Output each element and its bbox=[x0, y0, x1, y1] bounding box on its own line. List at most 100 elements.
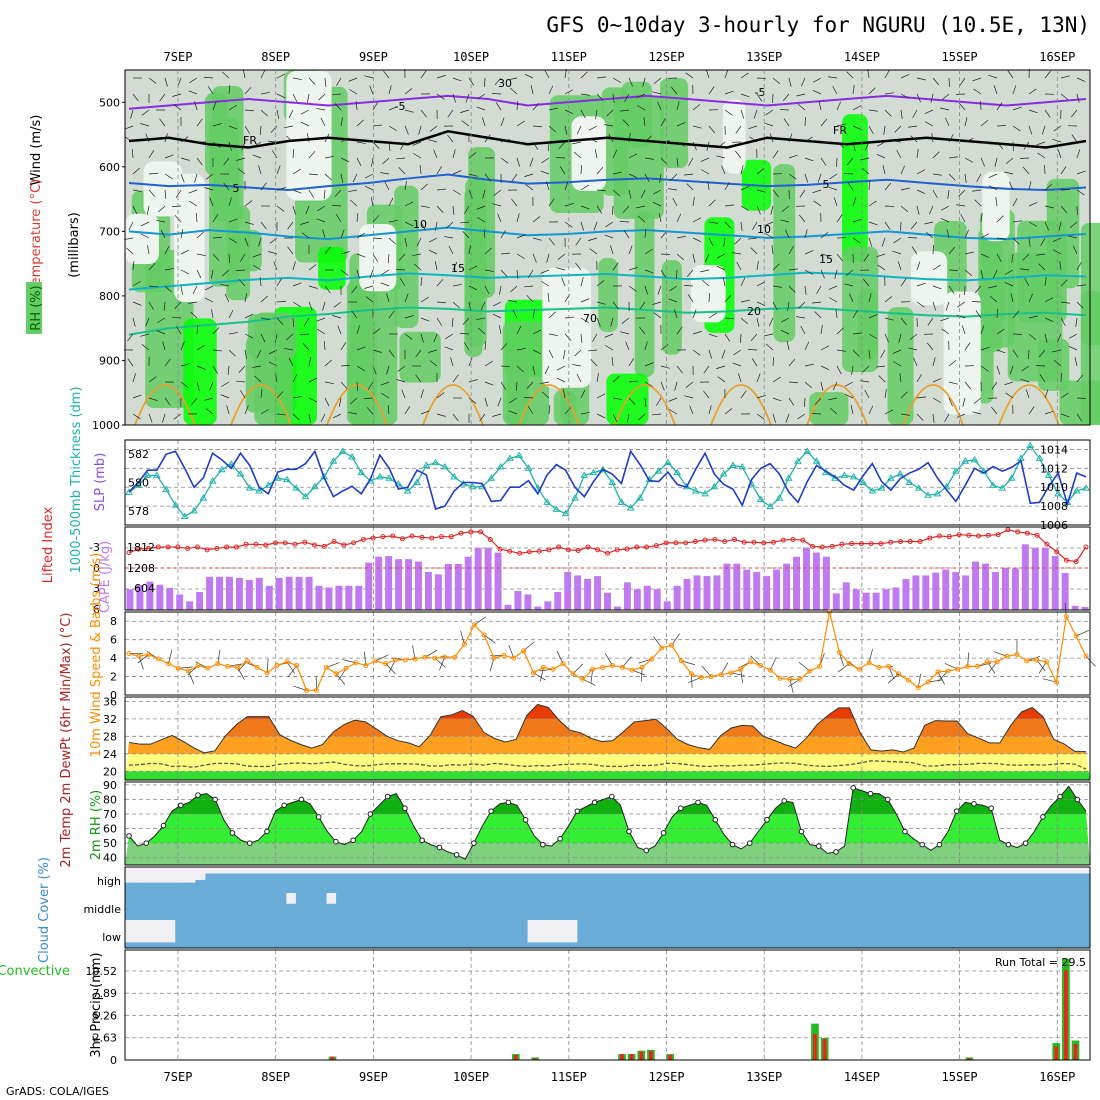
thickness-point bbox=[190, 506, 198, 514]
wind-barb bbox=[188, 301, 198, 304]
wind-barb bbox=[556, 377, 566, 383]
wind-barb bbox=[685, 381, 694, 388]
rh-blob bbox=[254, 312, 293, 425]
wind-barb bbox=[223, 182, 230, 191]
wind-barb bbox=[892, 140, 902, 143]
wind-barb bbox=[463, 342, 470, 351]
wind-barb bbox=[644, 135, 652, 143]
wind-barb bbox=[785, 229, 790, 239]
wind-barb bbox=[796, 93, 806, 97]
cloud-bar-middle bbox=[607, 893, 619, 920]
precip-convective-bar bbox=[330, 1056, 335, 1060]
wind-barb bbox=[788, 381, 799, 383]
wind-barb bbox=[196, 157, 203, 166]
cloud-bar-middle bbox=[858, 893, 870, 920]
wind-barb bbox=[1076, 149, 1081, 159]
thickness-point bbox=[199, 494, 208, 501]
wind-barb bbox=[204, 187, 214, 191]
wind-barb bbox=[612, 93, 615, 103]
cloud-bar-low bbox=[225, 920, 237, 948]
cloud-bar-low bbox=[135, 942, 146, 948]
lifted-index-point bbox=[526, 549, 532, 555]
wind-barb bbox=[404, 125, 409, 135]
wind-barb bbox=[1009, 365, 1014, 375]
wind-barb bbox=[124, 237, 134, 240]
cape-bar bbox=[245, 579, 253, 610]
wind-barb bbox=[900, 165, 905, 175]
wind-barb bbox=[988, 74, 998, 79]
cloud-bar-middle bbox=[215, 893, 227, 920]
wind-barb bbox=[1076, 93, 1080, 103]
cape-bar bbox=[1071, 605, 1079, 610]
wind-barb bbox=[228, 104, 237, 111]
wind-barb bbox=[420, 410, 430, 415]
cloud-bar-middle bbox=[486, 893, 498, 920]
wind-barb bbox=[132, 317, 136, 327]
wind-barb bbox=[528, 269, 534, 278]
wind-barb bbox=[588, 349, 598, 352]
wind-barb bbox=[509, 87, 518, 95]
bottom-date-label: 10SEP bbox=[453, 1070, 489, 1084]
wind-barb bbox=[768, 317, 774, 327]
wind-barb bbox=[512, 309, 518, 319]
cloud-bar-low bbox=[386, 920, 397, 948]
wind-barb bbox=[880, 349, 886, 358]
wind-barb bbox=[772, 189, 779, 198]
lifted-index-point bbox=[214, 545, 220, 551]
cape-bar bbox=[1061, 572, 1069, 610]
wind-barb bbox=[302, 343, 310, 351]
thickness-point bbox=[1026, 441, 1035, 449]
wind-barb bbox=[308, 151, 316, 159]
cape-bar bbox=[186, 601, 194, 610]
precip-convective-bar bbox=[822, 1038, 827, 1060]
lifted-index-point bbox=[712, 536, 718, 542]
wind-speed-point bbox=[580, 676, 586, 682]
wind-speed-point bbox=[600, 664, 606, 670]
cape-bar bbox=[255, 577, 263, 610]
cloud-bar-low bbox=[527, 942, 538, 948]
dry-blob bbox=[943, 291, 981, 415]
wind-barb bbox=[196, 269, 202, 279]
wind-barb bbox=[1060, 413, 1070, 418]
wind-barb bbox=[708, 237, 714, 247]
wind-barb bbox=[212, 141, 221, 148]
thickness-point bbox=[143, 471, 152, 478]
slp-tick-label: 1014 bbox=[1040, 443, 1068, 456]
thickness-point bbox=[729, 461, 737, 468]
precip-tick-label: 5.26 bbox=[93, 1009, 118, 1022]
rh-point bbox=[540, 841, 546, 848]
wind-barb bbox=[772, 413, 776, 423]
wind-barb bbox=[276, 300, 286, 303]
lifted-index-point bbox=[751, 539, 757, 545]
lifted-index-point bbox=[888, 539, 894, 545]
wind-barb bbox=[244, 125, 251, 134]
wind-barb bbox=[573, 151, 582, 159]
pressure-tick-label: 900 bbox=[99, 354, 120, 367]
warm-contour bbox=[614, 384, 676, 426]
wind-barb bbox=[610, 245, 614, 255]
rh-point bbox=[333, 838, 339, 845]
wind-barb bbox=[676, 213, 682, 223]
wind-barb bbox=[548, 349, 554, 359]
wind-barb bbox=[964, 157, 974, 163]
wind-barb bbox=[868, 200, 877, 207]
wind-barb bbox=[381, 392, 390, 399]
cape-bar bbox=[385, 556, 393, 610]
wind-barb bbox=[756, 93, 763, 102]
wind-barb bbox=[433, 333, 438, 343]
thickness-point bbox=[961, 457, 970, 464]
rh-point bbox=[436, 844, 443, 851]
wind-barb bbox=[1076, 77, 1086, 82]
cloud-bar-high bbox=[768, 873, 779, 893]
wind-barb bbox=[1060, 317, 1066, 327]
wind-barb bbox=[932, 173, 942, 176]
wind-barb bbox=[644, 362, 654, 367]
wind-barb bbox=[908, 125, 918, 128]
rh-blob bbox=[621, 81, 652, 148]
wind-speed-point bbox=[185, 668, 191, 674]
wind-barb bbox=[260, 333, 266, 343]
wind-barb bbox=[548, 333, 558, 336]
wind-barb bbox=[348, 189, 358, 193]
wind-barb bbox=[404, 201, 414, 207]
wind-barb bbox=[1028, 125, 1033, 135]
